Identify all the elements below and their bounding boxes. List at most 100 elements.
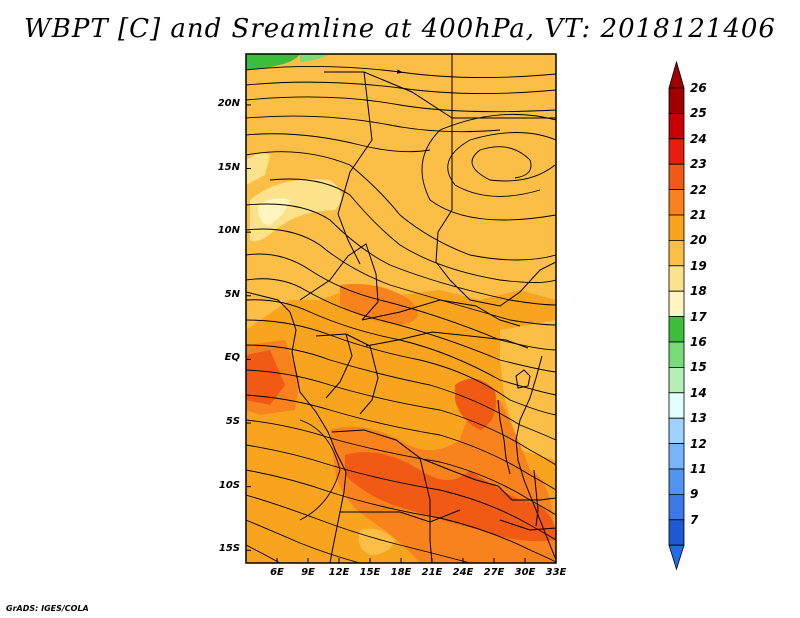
colorbar-level-label: 26 — [690, 81, 707, 95]
border-namibia — [340, 509, 461, 523]
lat-tick-label: 20N — [217, 97, 240, 109]
colorbar-level-label: 11 — [690, 462, 707, 476]
map-panel — [246, 54, 556, 563]
wbpt-field-20-east — [500, 320, 556, 460]
border-congo-gabon — [315, 333, 353, 399]
lon-tick-label: 18E — [390, 567, 412, 578]
lat-tick-label: 10N — [217, 225, 240, 237]
colorbar-swatch — [668, 87, 685, 114]
colorbar-level-label: 19 — [690, 258, 707, 273]
wbpt-field-16 — [300, 54, 330, 62]
colorbar-swatch — [668, 392, 685, 419]
streamline — [246, 96, 556, 113]
border-drc-south — [331, 429, 513, 501]
wbpt-field-19 — [250, 179, 342, 242]
colorbar-level-label: 16 — [690, 335, 707, 349]
streamlines — [246, 65, 556, 563]
colorbar-level-label: 14 — [690, 385, 707, 400]
streamline — [246, 151, 556, 261]
colorbar-swatch — [668, 214, 685, 241]
wbpt-field-17 — [246, 54, 300, 70]
colorbar-swatch — [668, 163, 685, 190]
streamline — [447, 132, 556, 197]
streamline — [421, 113, 556, 221]
colorbar-swatch — [668, 519, 685, 546]
streamline — [246, 369, 556, 466]
streamline — [246, 115, 501, 133]
colorbar-swatch — [668, 366, 685, 394]
lat-tick-label: 5N — [224, 288, 240, 300]
colorbar-swatch — [668, 113, 685, 140]
streamline — [246, 253, 556, 351]
streamline — [471, 146, 556, 182]
colorbar-swatch — [668, 443, 685, 470]
lon-tick-label: 9E — [301, 567, 315, 578]
colorbar-level-label: 24 — [690, 131, 707, 146]
map-title: WBPT [C] and Sreamline at 400hPa, VT: 20… — [24, 14, 776, 44]
colorbar-level-label: 20 — [690, 233, 707, 248]
wbpt-field-23 — [246, 350, 285, 405]
colorbar-level-label: 22 — [690, 182, 707, 197]
colorbar-swatch — [668, 239, 685, 267]
lat-tick-label: 5S — [225, 416, 240, 428]
colorbar-swatch — [668, 493, 685, 521]
lon-tick-label: 12E — [328, 567, 350, 578]
streamline — [246, 133, 431, 153]
streamline — [246, 65, 556, 79]
lon-tick-label: 15E — [359, 567, 381, 578]
wbpt-field-23-east — [455, 378, 496, 430]
wbpt-field-20-north — [246, 54, 556, 330]
colorbar-level-label: 17 — [690, 309, 707, 324]
border-congo-drc — [345, 333, 379, 415]
colorbar-swatch — [668, 468, 685, 495]
streamline — [246, 419, 556, 516]
colorbar-level-label: 12 — [690, 436, 707, 451]
lon-tick-label: 30E — [514, 567, 536, 578]
streamline — [246, 519, 361, 563]
colorbar-swatch — [668, 189, 685, 216]
border-mozambique — [499, 519, 556, 531]
streamline — [246, 494, 471, 563]
colorbar-swatch — [668, 265, 685, 292]
border-niger-chad — [337, 71, 373, 265]
colorbar-bottom-triangle — [668, 544, 685, 571]
colorbar — [668, 60, 685, 571]
lat-tick-label: EQ — [224, 352, 240, 364]
lon-tick-label: 33E — [545, 567, 567, 578]
colorbar-swatch — [668, 138, 685, 165]
streamline — [246, 81, 556, 95]
streamline — [246, 228, 556, 326]
colorbar-level-label: 23 — [690, 157, 707, 172]
streamline — [246, 444, 556, 541]
wbpt-field-19-strip — [246, 153, 270, 185]
streamline — [246, 203, 556, 306]
colorbar-swatch — [668, 316, 685, 343]
colorbar-level-label: 21 — [690, 208, 707, 222]
colorbar-level-label: 25 — [690, 106, 707, 121]
wbpt-field-20-south — [358, 528, 395, 555]
colorbar-swatch — [668, 290, 685, 318]
lon-tick-label: 21E — [421, 567, 443, 578]
lake-tanganyika — [497, 399, 511, 475]
axis-ticks — [246, 104, 557, 563]
streamline — [246, 469, 556, 563]
colorbar-level-label: 15 — [690, 360, 707, 375]
lake-victoria — [515, 369, 531, 389]
lon-tick-label: 24E — [452, 567, 474, 578]
lat-tick-label: 15S — [218, 543, 240, 555]
country-borders — [246, 54, 556, 563]
colorbar-level-label: 18 — [690, 284, 707, 299]
wbpt-field-23-south — [345, 452, 556, 542]
border-tanzania — [512, 497, 556, 501]
lat-tick-label: 15N — [217, 161, 240, 173]
coastline-east-africa — [515, 355, 556, 561]
streamline — [299, 419, 341, 521]
border-ssudan-ethiopia — [469, 261, 556, 307]
coastline-west-africa — [246, 291, 347, 563]
colorbar-level-label: 7 — [690, 512, 699, 527]
streamline — [246, 278, 556, 373]
colorbar-top-triangle — [668, 60, 685, 89]
border-drc-north — [365, 331, 529, 349]
colorbar-level-label: 9 — [690, 487, 699, 502]
